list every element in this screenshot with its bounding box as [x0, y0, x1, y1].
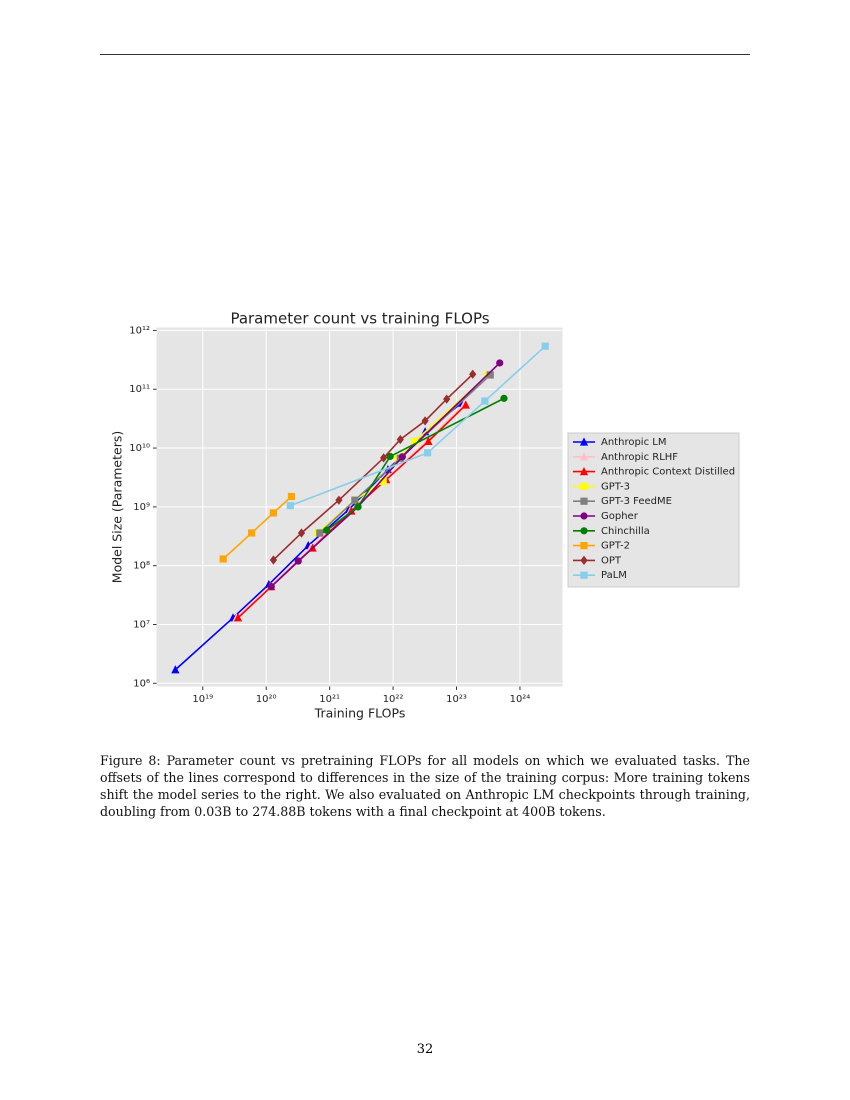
legend-label: Anthropic RLHF [601, 452, 678, 463]
y-tick-label: 10⁹ [133, 502, 150, 513]
y-tick-label: 10¹⁰ [129, 443, 150, 454]
marker [481, 397, 489, 405]
series-line [222, 495, 292, 560]
legend-label: OPT [601, 555, 622, 566]
chart-title: Parameter count vs training FLOPs [230, 310, 489, 328]
marker [443, 394, 451, 404]
marker [351, 496, 359, 504]
y-tick-label: 10⁶ [133, 678, 150, 689]
legend-label: Anthropic LM [601, 437, 666, 448]
marker [335, 495, 343, 505]
legend-label: Anthropic Context Distilled [601, 467, 735, 478]
marker [171, 665, 180, 674]
series-line [290, 345, 546, 507]
legend-box [567, 432, 740, 588]
marker [424, 436, 433, 445]
y-tick-label: 10⁸ [133, 561, 150, 572]
x-tick-label: 10²² [383, 694, 404, 705]
chart: Parameter count vs training FLOPs Traini… [110, 310, 740, 721]
legend-label: GPT-2 [601, 541, 630, 552]
marker [580, 542, 588, 550]
x-tick-label: 10²³ [446, 694, 467, 705]
legend: Anthropic LM Anthropic RLHF Anthropic Cont… [567, 432, 740, 588]
x-tick-label: 10²⁴ [510, 694, 531, 705]
marker [423, 449, 432, 457]
marker [461, 400, 470, 409]
marker [379, 477, 387, 486]
marker [287, 492, 296, 501]
marker [579, 467, 589, 476]
y-tick-label: 10¹¹ [129, 384, 150, 395]
series-line [319, 374, 491, 534]
marker [580, 555, 588, 565]
marker [541, 342, 549, 350]
marker [248, 529, 256, 537]
y-axis-label: Model Size (Parameters) [110, 431, 125, 583]
figure-caption: Figure 8: Parameter count vs pretraining… [100, 753, 750, 819]
legend-label: Gopher [601, 511, 639, 522]
marker [496, 359, 504, 367]
marker [580, 482, 588, 490]
plot-frame [156, 327, 563, 687]
x-tick-label: 10¹⁹ [192, 694, 213, 705]
marker [486, 371, 494, 379]
marker [386, 452, 394, 461]
header-rule [100, 54, 750, 55]
x-tick-label: 10²⁰ [256, 694, 277, 705]
x-axis-label: Training FLOPs [314, 706, 406, 721]
marker [500, 394, 508, 402]
y-tick-label: 10¹² [129, 325, 150, 336]
marker [380, 453, 388, 463]
marker [323, 526, 331, 534]
marker [580, 571, 588, 579]
marker [354, 503, 362, 511]
marker [286, 502, 294, 510]
marker [421, 416, 429, 426]
marker [233, 613, 243, 622]
marker [580, 512, 588, 520]
marker [297, 528, 306, 538]
series-line [326, 397, 505, 531]
marker [269, 509, 278, 517]
marker [316, 529, 324, 537]
marker [219, 555, 227, 563]
legend-label: GPT-3 [601, 481, 630, 492]
marker [269, 555, 278, 565]
y-tick-label: 10⁷ [133, 619, 150, 630]
marker [294, 557, 302, 565]
marker [579, 437, 589, 446]
marker [580, 527, 588, 535]
marker [267, 583, 275, 591]
marker [580, 497, 588, 505]
marker [579, 452, 589, 461]
marker [398, 453, 406, 461]
page-number: 32 [416, 1042, 434, 1057]
legend-label: GPT-3 FeedME [601, 496, 672, 507]
x-tick-label: 10²¹ [319, 694, 340, 705]
legend-label: Chinchilla [601, 526, 650, 537]
marker [396, 434, 404, 445]
legend-label: PaLM [601, 570, 627, 581]
series-line [272, 373, 474, 561]
marker [411, 437, 419, 445]
